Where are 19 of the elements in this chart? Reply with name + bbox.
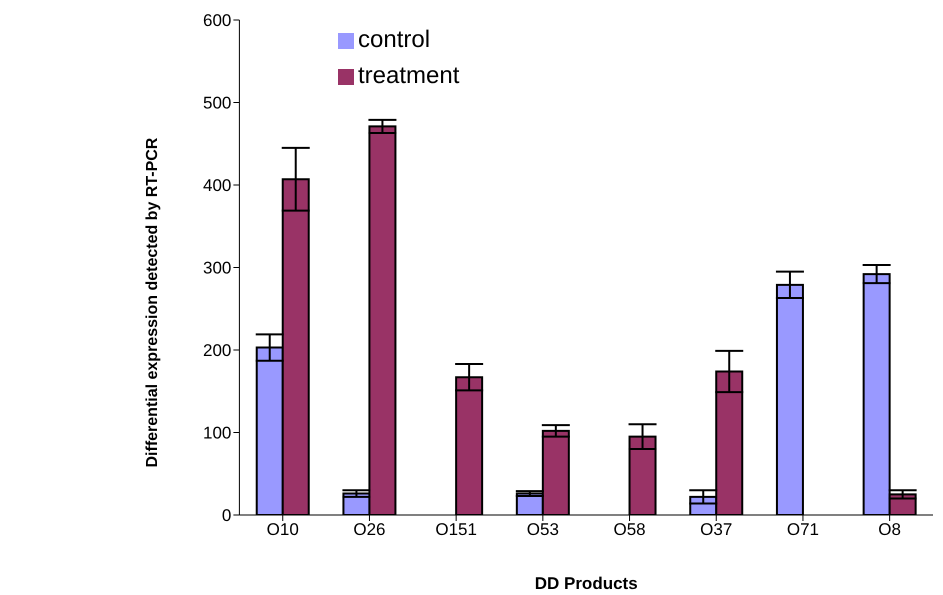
x-tick-label: O37 [700,520,732,540]
x-tick-label: O71 [786,520,820,540]
y-tick-label: 0 [222,506,232,526]
y-tick-label: 200 [203,341,232,360]
y-tick-label: 300 [203,258,232,278]
legend-label: control [358,26,430,53]
y-axis-title: Differential expression detected by RT-PCR [144,137,162,468]
x-tick-label: O53 [526,520,559,540]
y-tick-label: 500 [203,94,232,113]
y-tick-label: 400 [203,176,232,196]
x-tick-label: O151 [435,520,477,540]
x-tick-label: O26 [353,520,386,540]
x-axis-title: DD Products [534,574,638,594]
y-tick-label: 600 [203,11,232,30]
x-tick-label: O10 [266,520,299,540]
y-tick-label: 100 [203,424,232,443]
legend-label: treatment [358,62,460,89]
x-tick-label: O58 [613,520,646,540]
x-tick-label: O8 [878,520,901,540]
